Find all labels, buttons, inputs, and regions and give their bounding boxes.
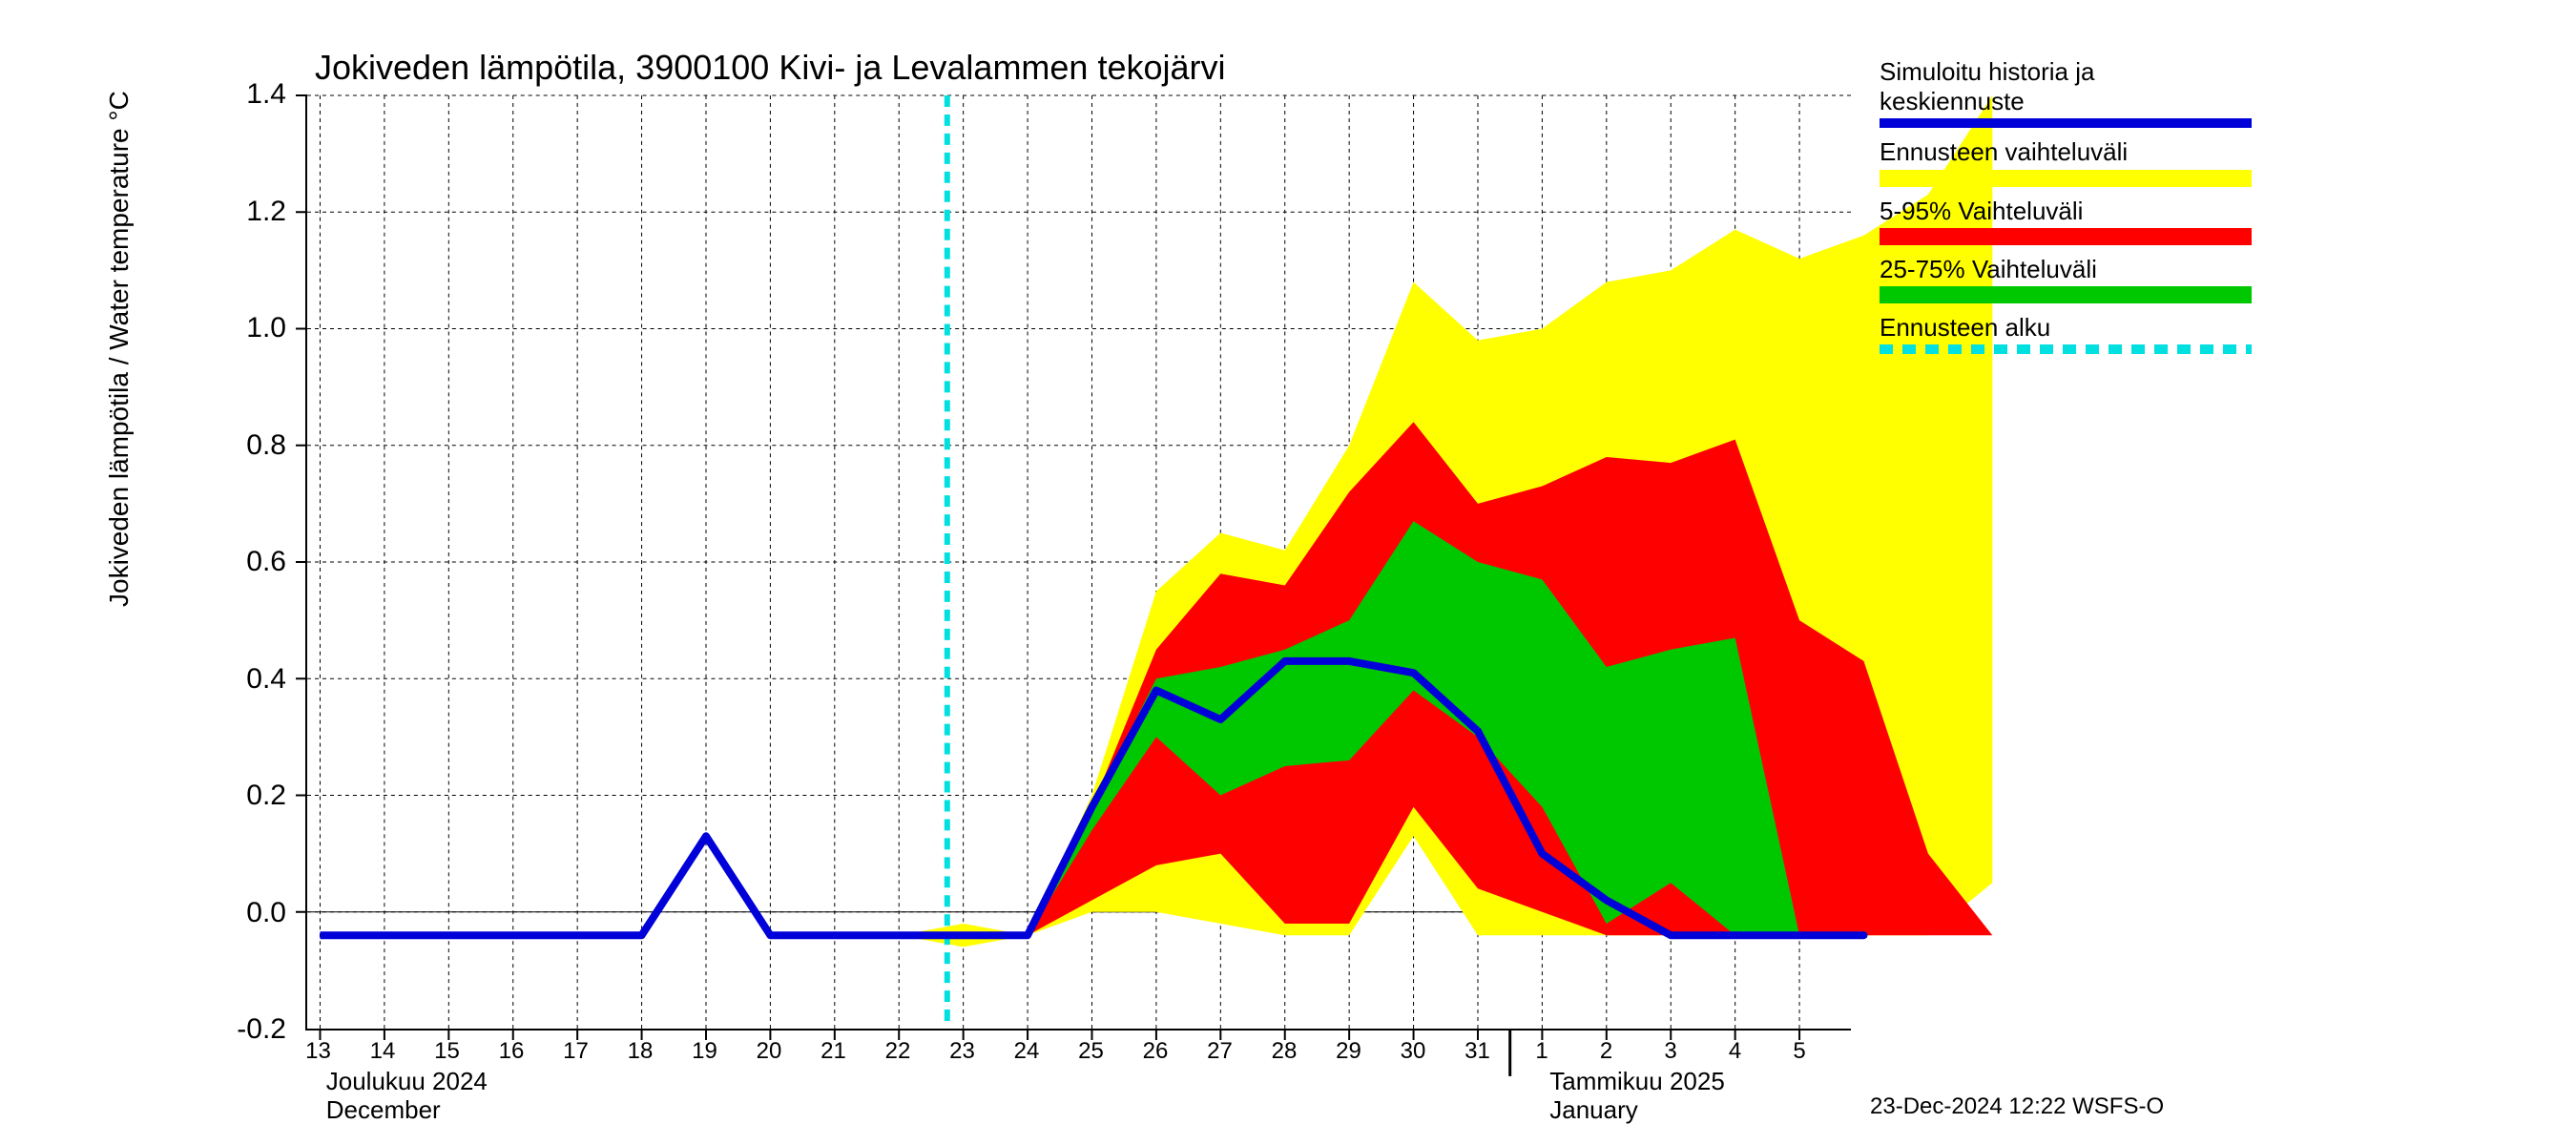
x-tick-label: 29 (1336, 1038, 1361, 1065)
x-tick-label: 27 (1207, 1038, 1233, 1065)
month-label-fi: Joulukuu 2024 (326, 1067, 488, 1096)
x-tick-label: 26 (1143, 1038, 1169, 1065)
legend-item: 25-75% Vaihteluväli (1880, 255, 2271, 303)
month-label-en: December (326, 1095, 441, 1125)
legend-swatch (1880, 344, 2252, 354)
x-tick-label: 19 (692, 1038, 717, 1065)
x-tick-label: 18 (628, 1038, 654, 1065)
month-label-en: January (1549, 1095, 1638, 1125)
y-tick-label: 0.4 (210, 663, 286, 696)
x-tick-label: 15 (434, 1038, 460, 1065)
y-tick-label: 0.2 (210, 780, 286, 812)
legend-item: Simuloitu historia jakeskiennuste (1880, 57, 2271, 128)
legend-swatch (1880, 170, 2252, 187)
x-tick-label: 31 (1465, 1038, 1490, 1065)
x-tick-label: 30 (1401, 1038, 1426, 1065)
legend-label: Ennusteen vaihteluväli (1880, 137, 2271, 167)
x-tick-label: 17 (563, 1038, 589, 1065)
x-tick-label: 21 (821, 1038, 846, 1065)
month-label-fi: Tammikuu 2025 (1549, 1067, 1725, 1096)
x-tick-label: 25 (1078, 1038, 1104, 1065)
x-tick-label: 4 (1729, 1038, 1741, 1065)
legend-label: 5-95% Vaihteluväli (1880, 197, 2271, 226)
x-tick-label: 13 (305, 1038, 331, 1065)
x-tick-label: 14 (370, 1038, 396, 1065)
legend-item: Ennusteen vaihteluväli (1880, 137, 2271, 186)
y-tick-label: 0.6 (210, 546, 286, 578)
legend: Simuloitu historia jakeskiennuste Ennuste… (1880, 57, 2271, 364)
y-tick-label: 0.0 (210, 897, 286, 929)
y-axis-label: Jokiveden lämpötila / Water temperature … (104, 91, 135, 607)
chart-timestamp: 23-Dec-2024 12:22 WSFS-O (1870, 1093, 2164, 1120)
plot-area (305, 95, 1851, 1030)
legend-label: 25-75% Vaihteluväli (1880, 255, 2271, 284)
legend-swatch (1880, 118, 2252, 128)
x-tick-label: 1 (1535, 1038, 1548, 1065)
x-tick-label: 3 (1664, 1038, 1676, 1065)
x-tick-label: 16 (499, 1038, 525, 1065)
plot-svg (307, 95, 1851, 1029)
x-tick-label: 5 (1793, 1038, 1805, 1065)
legend-label: Simuloitu historia ja (1880, 57, 2271, 87)
chart-title: Jokiveden lämpötila, 3900100 Kivi- ja Le… (315, 48, 1226, 88)
legend-item: 5-95% Vaihteluväli (1880, 197, 2271, 245)
x-tick-label: 2 (1600, 1038, 1612, 1065)
x-tick-label: 20 (757, 1038, 782, 1065)
legend-label: keskiennuste (1880, 87, 2271, 116)
y-tick-label: 1.2 (210, 196, 286, 228)
x-tick-label: 24 (1014, 1038, 1040, 1065)
legend-swatch (1880, 286, 2252, 303)
legend-item: Ennusteen alku (1880, 313, 2271, 354)
y-tick-label: 0.8 (210, 429, 286, 462)
legend-label: Ennusteen alku (1880, 313, 2271, 343)
y-tick-label: 1.4 (210, 78, 286, 111)
x-tick-label: 23 (949, 1038, 975, 1065)
x-tick-label: 28 (1272, 1038, 1298, 1065)
legend-swatch (1880, 228, 2252, 245)
y-tick-label: 1.0 (210, 312, 286, 344)
x-tick-label: 22 (885, 1038, 911, 1065)
y-tick-label: -0.2 (210, 1013, 286, 1046)
chart-container: Jokiveden lämpötila / Water temperature … (76, 19, 2557, 1126)
